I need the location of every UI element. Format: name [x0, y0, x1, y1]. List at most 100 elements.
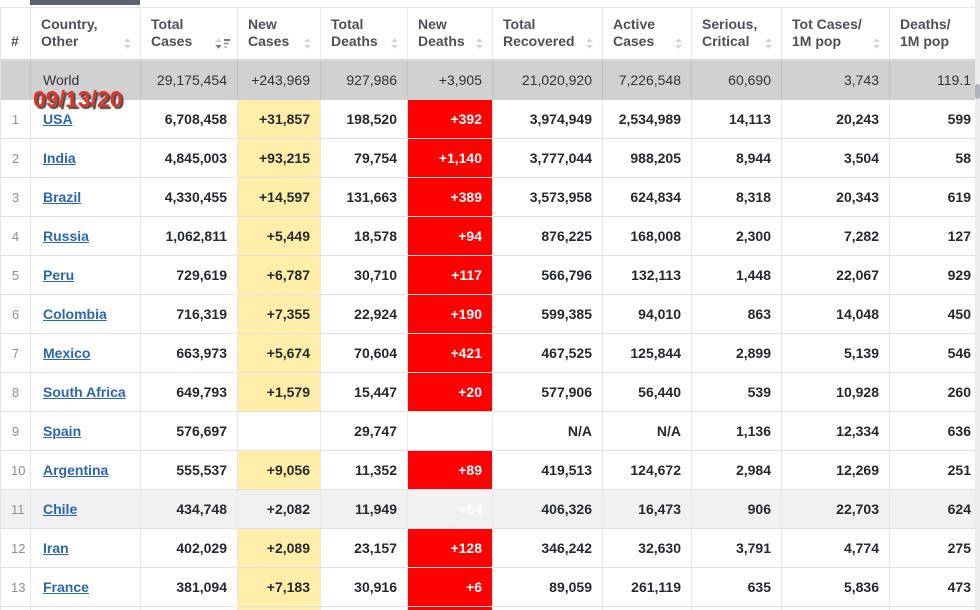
partial-cell: [889, 606, 980, 610]
active-tab-fragment[interactable]: [30, 0, 140, 5]
country-row: 13 France 381,094 +7,183 30,916 +6 89,059 261,1…: [0, 567, 980, 607]
cell-total-deaths: 30,916: [320, 567, 408, 607]
col-header-label: 1M pop: [792, 33, 841, 49]
col-header-active_cases[interactable]: Active Cases: [602, 7, 692, 61]
cell-new-deaths: +54: [407, 489, 493, 529]
cell-country: India: [30, 138, 141, 178]
cell-total-deaths: 29,747: [320, 411, 408, 451]
cell-new-cases: +9,056: [237, 450, 321, 490]
cell-serious-critical: 906: [691, 489, 782, 529]
country-link[interactable]: Spain: [43, 423, 82, 439]
cell-total-deaths: 927,986: [320, 60, 408, 100]
cell-active-cases: 132,113: [602, 255, 692, 295]
sort-icon[interactable]: [870, 37, 883, 50]
cell-total-deaths: 79,754: [320, 138, 408, 178]
cell-tot-cases-1m: 3,504: [781, 138, 890, 178]
cell-new-deaths: +3,905: [407, 60, 493, 100]
cell-total-recovered: N/A: [492, 411, 603, 451]
cell-serious-critical: 2,899: [691, 333, 782, 373]
cell-new-deaths: +6: [407, 567, 493, 607]
cell-country: Iran: [30, 528, 141, 568]
cell-active-cases: 125,844: [602, 333, 692, 373]
cell-new-cases: +5,674: [237, 333, 321, 373]
sort-desc-icon[interactable]: [214, 37, 231, 50]
country-link[interactable]: India: [43, 150, 76, 166]
col-header-total_cases[interactable]: Total Cases: [140, 7, 238, 61]
cell-tot-cases-1m: 20,243: [781, 99, 890, 139]
country-link[interactable]: Argentina: [43, 462, 109, 478]
country-link[interactable]: Colombia: [43, 306, 107, 322]
cell-total-deaths: 22,924: [320, 294, 408, 334]
cell-total-cases: 576,697: [140, 411, 238, 451]
partial-cell: [0, 606, 31, 610]
col-header-new_cases[interactable]: New Cases: [237, 7, 321, 61]
cell-country: Mexico: [30, 333, 141, 373]
sort-icon[interactable]: [121, 37, 134, 50]
country-link[interactable]: South Africa: [43, 384, 126, 400]
col-header-deaths_1m[interactable]: Deaths/1M pop: [889, 7, 980, 61]
partial-cell: [320, 606, 408, 610]
col-header-serious_critical[interactable]: Serious, Critical: [691, 7, 782, 61]
col-header-label: Cases: [151, 33, 193, 49]
col-header-new_deaths[interactable]: New Deaths: [407, 7, 493, 61]
country-link[interactable]: Peru: [43, 267, 75, 283]
country-row: 8 South Africa 649,793 +1,579 15,447 +20 577,9…: [0, 372, 980, 412]
cell-active-cases: 624,834: [602, 177, 692, 217]
cell-new-deaths: +392: [407, 99, 493, 139]
scrollbar-track[interactable]: [975, 0, 980, 610]
country-row: 7 Mexico 663,973 +5,674 70,604 +421 467,525 125…: [0, 333, 980, 373]
world-total-row: World 29,175,454 +243,969 927,986 +3,905 21,0…: [0, 60, 980, 100]
partial-cell: [407, 606, 493, 610]
country-link[interactable]: Russia: [43, 228, 89, 244]
cell-new-cases: +6,787: [237, 255, 321, 295]
country-link[interactable]: France: [43, 579, 89, 595]
sort-icon[interactable]: [388, 37, 401, 50]
cell-new-deaths: [407, 411, 493, 451]
cell-total-deaths: 198,520: [320, 99, 408, 139]
cell-country: Colombia: [30, 294, 141, 334]
col-header-label: Serious,: [702, 16, 758, 32]
cell-tot-cases-1m: 12,269: [781, 450, 890, 490]
partial-cell: [602, 606, 692, 610]
cell-total-deaths: 18,578: [320, 216, 408, 256]
cell-new-cases: +7,355: [237, 294, 321, 334]
country-row: 3 Brazil 4,330,455 +14,597 131,663 +389 3,573,…: [0, 177, 980, 217]
scrollbar-thumb[interactable]: [975, 84, 980, 99]
cell-total-deaths: 131,663: [320, 177, 408, 217]
sort-icon[interactable]: [301, 37, 314, 50]
cell-rank: 8: [0, 372, 31, 412]
col-header-total_recovered[interactable]: Total Recovered: [492, 7, 603, 61]
cell-deaths-1m: 119.1: [889, 60, 980, 100]
cell-new-deaths: +94: [407, 216, 493, 256]
col-header-total_deaths[interactable]: Total Deaths: [320, 7, 408, 61]
cell-deaths-1m: 473: [889, 567, 980, 607]
country-link[interactable]: Iran: [43, 540, 69, 556]
country-link[interactable]: Mexico: [43, 345, 91, 361]
cell-new-deaths: +421: [407, 333, 493, 373]
cell-total-recovered: 3,573,958: [492, 177, 603, 217]
cell-total-cases: 649,793: [140, 372, 238, 412]
cell-country: Chile: [30, 489, 141, 529]
cell-tot-cases-1m: 20,343: [781, 177, 890, 217]
cell-total-recovered: 406,326: [492, 489, 603, 529]
cell-new-deaths: +389: [407, 177, 493, 217]
col-header-label: Country,: [41, 16, 98, 32]
col-header-label: New: [418, 16, 447, 32]
partial-cell: [237, 606, 321, 610]
country-link[interactable]: Chile: [43, 501, 78, 517]
country-link[interactable]: USA: [43, 111, 73, 127]
sort-icon[interactable]: [762, 37, 775, 50]
col-header-tot_cases_1m[interactable]: Tot Cases/1M pop: [781, 7, 890, 61]
cell-active-cases: 988,205: [602, 138, 692, 178]
col-header-country[interactable]: Country, Other: [30, 7, 141, 61]
cell-new-cases: +1,579: [237, 372, 321, 412]
cell-new-deaths: +128: [407, 528, 493, 568]
sort-icon[interactable]: [583, 37, 596, 50]
country-link[interactable]: Brazil: [43, 189, 82, 205]
country-row: 1 USA 6,708,458 +31,857 198,520 +392 3,974,949…: [0, 99, 980, 139]
sort-icon[interactable]: [473, 37, 486, 50]
cell-total-cases: 4,845,003: [140, 138, 238, 178]
table-header-row: # Country, Other Total Cases New Cases Total Dea…: [0, 7, 980, 61]
cell-serious-critical: 60,690: [691, 60, 782, 100]
sort-icon[interactable]: [672, 37, 685, 50]
